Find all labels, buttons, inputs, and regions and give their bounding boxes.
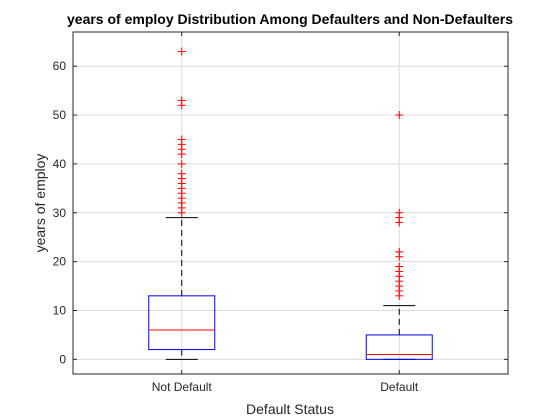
outlier-marker [177,47,186,56]
y-tick-label: 40 [53,157,67,171]
box-iqr [365,334,433,360]
x-tick-label: Not Default [152,380,213,394]
y-axis-label: years of employ [32,154,48,253]
outlier-marker [177,96,186,105]
outlier-marker [177,159,186,168]
outlier-marker [395,111,404,120]
box-iqr [148,295,216,351]
axis-layer: 0 10 20 30 40 50 60 Not Default Default [53,32,508,394]
outlier-marker [395,247,404,256]
y-tick-label: 0 [59,352,66,366]
y-tick-label: 50 [53,108,67,122]
plot-area-frame [72,31,509,375]
y-tick-label: 10 [53,303,67,317]
outlier-marker [395,262,404,271]
grid-layer [73,32,508,374]
outlier-marker [177,135,186,144]
outlier-marker [395,208,404,217]
chart-title: years of employ Distribution Among Defau… [67,11,513,27]
x-axis-label: Default Status [246,401,334,417]
outlier-marker [177,169,186,178]
y-tick-label: 60 [53,59,67,73]
data-layer [148,47,433,360]
y-tick-label: 30 [53,206,67,220]
y-tick-label: 20 [53,255,67,269]
x-tick-label: Default [380,380,419,394]
